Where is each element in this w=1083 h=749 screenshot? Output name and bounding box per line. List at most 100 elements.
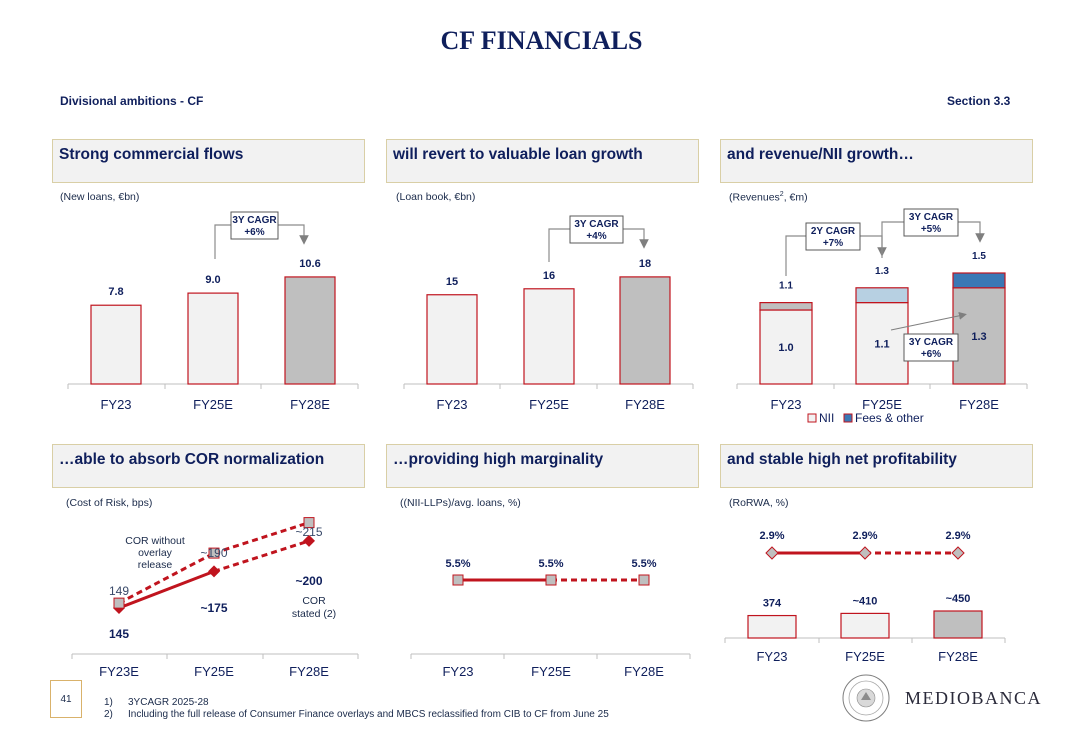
value-label-fy23: 5.5%	[445, 558, 470, 570]
overlay-label-fy25e: ~190	[200, 546, 227, 560]
series-note-overlay-1: COR without	[125, 535, 185, 547]
panel-title-cost-of-risk: …able to absorb COR normalization	[52, 444, 365, 488]
rorwa-label-fy28e: 2.9%	[945, 530, 970, 542]
panel-title-profitability: and stable high net profitability	[720, 444, 1033, 488]
page-title: CF FINANCIALS	[440, 26, 643, 55]
x-label-fy28e: FY28E	[938, 649, 978, 664]
value-label-fy23: 15	[446, 276, 458, 288]
stated-line-fy23-fy25e	[118, 570, 215, 610]
marker-fy28e	[638, 574, 650, 586]
stated-line-fy25e-fy28e	[213, 539, 310, 573]
cagr-3y-value: +5%	[921, 224, 941, 235]
value-label-fy25e: 5.5%	[538, 558, 563, 570]
chart-new-loans: 7.8 9.0 10.6 FY23 FY25E FY28E 3Y CAGR +6…	[67, 211, 359, 412]
overlay-marker-fy25e	[208, 547, 220, 559]
overlay-label-fy28e: ~215	[295, 525, 322, 539]
bar-fy23	[90, 304, 142, 385]
bar-fy23	[747, 614, 797, 639]
section-number: Section 3.3	[947, 94, 1011, 108]
bar-fees-fy28e	[952, 272, 1006, 289]
chart-cost-of-risk: 145 ~175 ~200 149 ~190 ~215 COR without …	[71, 517, 359, 679]
nii-cagr-arrow	[890, 311, 967, 331]
legend-fees: Fees & other	[855, 411, 924, 425]
mediobanca-seal-icon	[842, 674, 890, 722]
bar-fy23	[426, 294, 478, 385]
cagr-value: +6%	[244, 227, 264, 238]
bar-fy28e	[933, 610, 983, 639]
value-label-fy25e: ~410	[853, 595, 878, 607]
value-label-fy28e: 5.5%	[631, 558, 656, 570]
value-label-fy28e: 18	[639, 258, 651, 270]
legend: NII Fees & other	[807, 411, 924, 425]
x-label-fy25e: FY25E	[845, 649, 885, 664]
cagr-connector	[548, 228, 644, 262]
x-label-fy28e: FY28E	[625, 397, 665, 412]
unit-new-loans: (New loans, €bn)	[60, 191, 140, 203]
total-label-fy25e: 1.3	[875, 266, 889, 277]
nii-label-fy23: 1.0	[778, 342, 793, 354]
x-label-fy23: FY23	[436, 397, 467, 412]
cagr-box	[230, 211, 279, 240]
bar-fees-fy23	[759, 302, 813, 311]
x-label-fy25e: FY25E	[531, 664, 571, 679]
bar-nii-fy25e	[855, 302, 909, 385]
cagr-box-3y	[903, 208, 959, 237]
unit-cost-of-risk: (Cost of Risk, bps)	[66, 497, 153, 509]
cagr-nii-value: +6%	[921, 349, 941, 360]
total-label-fy23: 1.1	[779, 281, 793, 292]
nii-label-fy28e: 1.3	[971, 331, 986, 343]
unit-rorwa: (RoRWA, %)	[729, 497, 789, 509]
cagr-label: 3Y CAGR	[232, 215, 277, 226]
panel-title-loan-book: will revert to valuable loan growth	[386, 139, 699, 183]
rorwa-marker-fy25e	[858, 546, 872, 560]
value-label-fy23: 7.8	[108, 286, 123, 298]
series-note-overlay-3: release	[138, 559, 173, 571]
x-label-fy23: FY23	[770, 397, 801, 412]
footnotes: 1) 3YCAGR 2025-28 2) Including the full re…	[104, 697, 609, 720]
rorwa-label-fy23: 2.9%	[759, 530, 784, 542]
overlay-marker-fy23	[113, 597, 125, 609]
nii-label-fy25e: 1.1	[874, 338, 889, 350]
x-ticks	[724, 638, 1006, 643]
rorwa-marker-fy23	[765, 546, 779, 560]
x-ticks	[67, 384, 359, 389]
chart-loan-book: 15 16 18 FY23 FY25E FY28E 3Y CAGR +4%	[403, 215, 694, 412]
overlay-label-fy23: 149	[109, 584, 129, 598]
section-subtitle: Divisional ambitions - CF	[60, 94, 204, 108]
unit-revenues: (Revenues2, €m)	[729, 191, 808, 204]
x-label-fy23e: FY23E	[99, 664, 139, 679]
stated-marker-fy25e	[208, 565, 220, 578]
cagr-nii-label: 3Y CAGR	[909, 337, 954, 348]
x-ticks	[736, 384, 1028, 389]
x-label-fy23: FY23	[756, 649, 787, 664]
page-number: 41	[50, 680, 82, 718]
marker-fy23	[452, 574, 464, 586]
value-label-fy28e: 10.6	[299, 258, 320, 270]
rorwa-label-fy25e: 2.9%	[852, 530, 877, 542]
rorwa-marker-fy28e	[951, 546, 965, 560]
bar-fy25e	[523, 288, 575, 385]
cagr-box-nii	[903, 333, 959, 362]
stated-marker-fy28e	[303, 534, 315, 547]
chart-profitability: 374 ~410 ~450 2.9% 2.9% 2.9% FY23 FY25E …	[724, 530, 1006, 664]
value-label-fy25e: 9.0	[205, 274, 220, 286]
series-note-stated-1: COR	[302, 595, 326, 607]
x-label-fy28e: FY28E	[289, 664, 329, 679]
cagr-value: +4%	[586, 231, 606, 242]
bar-fy25e	[840, 612, 890, 639]
bar-fy28e	[284, 276, 336, 385]
panel-title-marginality: …providing high marginality	[386, 444, 699, 488]
stated-label-fy25e: ~175	[200, 601, 227, 615]
x-label-fy23: FY23	[442, 664, 473, 679]
bar-fees-fy25e	[855, 287, 909, 304]
x-ticks	[410, 654, 691, 659]
cagr-2y-label: 2Y CAGR	[811, 226, 856, 237]
stated-label-fy28e: ~200	[295, 574, 322, 588]
value-label-fy25e: 16	[543, 270, 555, 282]
x-label-fy25e: FY25E	[194, 664, 234, 679]
legend-swatch-nii	[807, 413, 817, 423]
cagr-2y-value: +7%	[823, 238, 843, 249]
overlay-marker-fy28e	[303, 517, 315, 529]
value-label-fy28e: ~450	[946, 593, 971, 605]
cagr-3y-label: 3Y CAGR	[909, 212, 954, 223]
